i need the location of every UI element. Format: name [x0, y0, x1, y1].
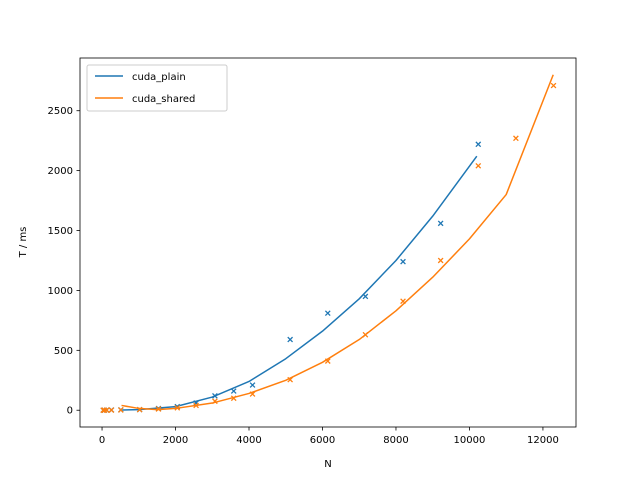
marker-stroke — [249, 382, 256, 388]
marker-stroke — [287, 376, 294, 383]
data-point-cuda-shared — [230, 395, 237, 402]
data-point-cuda-shared — [437, 257, 444, 264]
x-tick-label: 8000 — [383, 435, 408, 446]
marker-stroke — [212, 398, 218, 405]
data-point-cuda-shared — [174, 404, 181, 411]
data-point-cuda-plain — [287, 336, 294, 343]
fit-line-cuda-shared — [121, 74, 554, 411]
data-point-cuda-shared — [155, 406, 162, 412]
axes-frame — [79, 57, 577, 428]
x-tick-label: 10000 — [454, 435, 486, 446]
data-point-cuda-plain — [400, 258, 406, 265]
data-point-cuda-shared — [513, 135, 519, 142]
data-point-cuda-shared — [249, 391, 256, 397]
marker-stroke — [230, 395, 237, 402]
legend-label-cuda-shared: cuda_shared — [132, 94, 195, 105]
x-axis-ticks: 0 2000 4000 6000 8000 10000 12000 — [99, 427, 559, 446]
y-tick-label: 0 — [67, 406, 73, 417]
legend-label-cuda-plain: cuda_plain — [132, 72, 186, 83]
y-tick-label: 500 — [54, 346, 73, 357]
marker-stroke — [400, 258, 406, 265]
marker-stroke — [362, 293, 369, 300]
marker-stroke — [437, 220, 444, 227]
marker-stroke — [437, 257, 444, 264]
data-point-cuda-shared — [324, 358, 331, 364]
marker-stroke — [249, 391, 256, 397]
data-point-cuda-shared — [475, 162, 482, 169]
marker-stroke — [136, 406, 143, 413]
marker-stroke — [400, 298, 406, 305]
marker-stroke — [475, 141, 482, 148]
data-point-cuda-plain — [230, 388, 237, 394]
marker-stroke — [324, 358, 331, 364]
marker-stroke — [550, 82, 557, 89]
x-tick-label: 12000 — [527, 435, 559, 446]
data-point-cuda-plain — [324, 310, 331, 317]
marker-stroke — [174, 404, 181, 411]
data-point-cuda-plain — [475, 141, 482, 148]
marker-stroke — [108, 407, 115, 413]
data-point-cuda-shared — [400, 298, 406, 305]
x-axis-label: N — [324, 459, 331, 470]
marker-stroke — [193, 402, 199, 409]
data-point-cuda-shared — [136, 406, 143, 413]
data-point-cuda-shared — [550, 82, 557, 89]
data-point-cuda-plain — [212, 392, 218, 399]
marker-stroke — [362, 331, 369, 338]
marker-stroke — [324, 310, 331, 317]
marker-stroke — [513, 135, 519, 142]
data-point-cuda-shared — [108, 407, 115, 413]
data-point-cuda-plain — [362, 293, 369, 300]
y-tick-label: 2000 — [48, 166, 73, 177]
legend: cuda_plain cuda_shared — [86, 64, 228, 112]
marker-stroke — [103, 407, 110, 413]
data-point-cuda-plain — [249, 382, 256, 388]
y-tick-label: 1500 — [48, 226, 73, 237]
y-axis-label: T / ms — [18, 227, 29, 259]
data-point-cuda-shared — [193, 402, 199, 409]
data-point-cuda-plain — [437, 220, 444, 227]
data-point-cuda-shared — [287, 376, 294, 383]
data-point-cuda-shared — [362, 331, 369, 338]
y-tick-label: 1000 — [48, 286, 73, 297]
series-layer — [100, 74, 557, 414]
y-axis-ticks: 0 500 1000 1500 2000 2500 — [48, 106, 80, 417]
marker-stroke — [230, 388, 237, 394]
x-tick-label: 6000 — [310, 435, 335, 446]
fit-line-cuda-plain — [122, 155, 478, 411]
y-tick-label: 2500 — [48, 106, 73, 117]
data-point-cuda-shared — [212, 398, 218, 405]
marker-stroke — [155, 406, 162, 412]
x-tick-label: 4000 — [236, 435, 261, 446]
plot-area — [80, 58, 576, 427]
x-tick-label: 0 — [99, 435, 105, 446]
x-tick-label: 2000 — [163, 435, 188, 446]
marker-stroke — [287, 336, 294, 343]
data-point-cuda-shared — [117, 407, 124, 413]
marker-stroke — [117, 407, 124, 413]
marker-stroke — [475, 162, 482, 169]
data-point-cuda-shared — [103, 407, 110, 413]
marker-stroke — [212, 392, 218, 399]
